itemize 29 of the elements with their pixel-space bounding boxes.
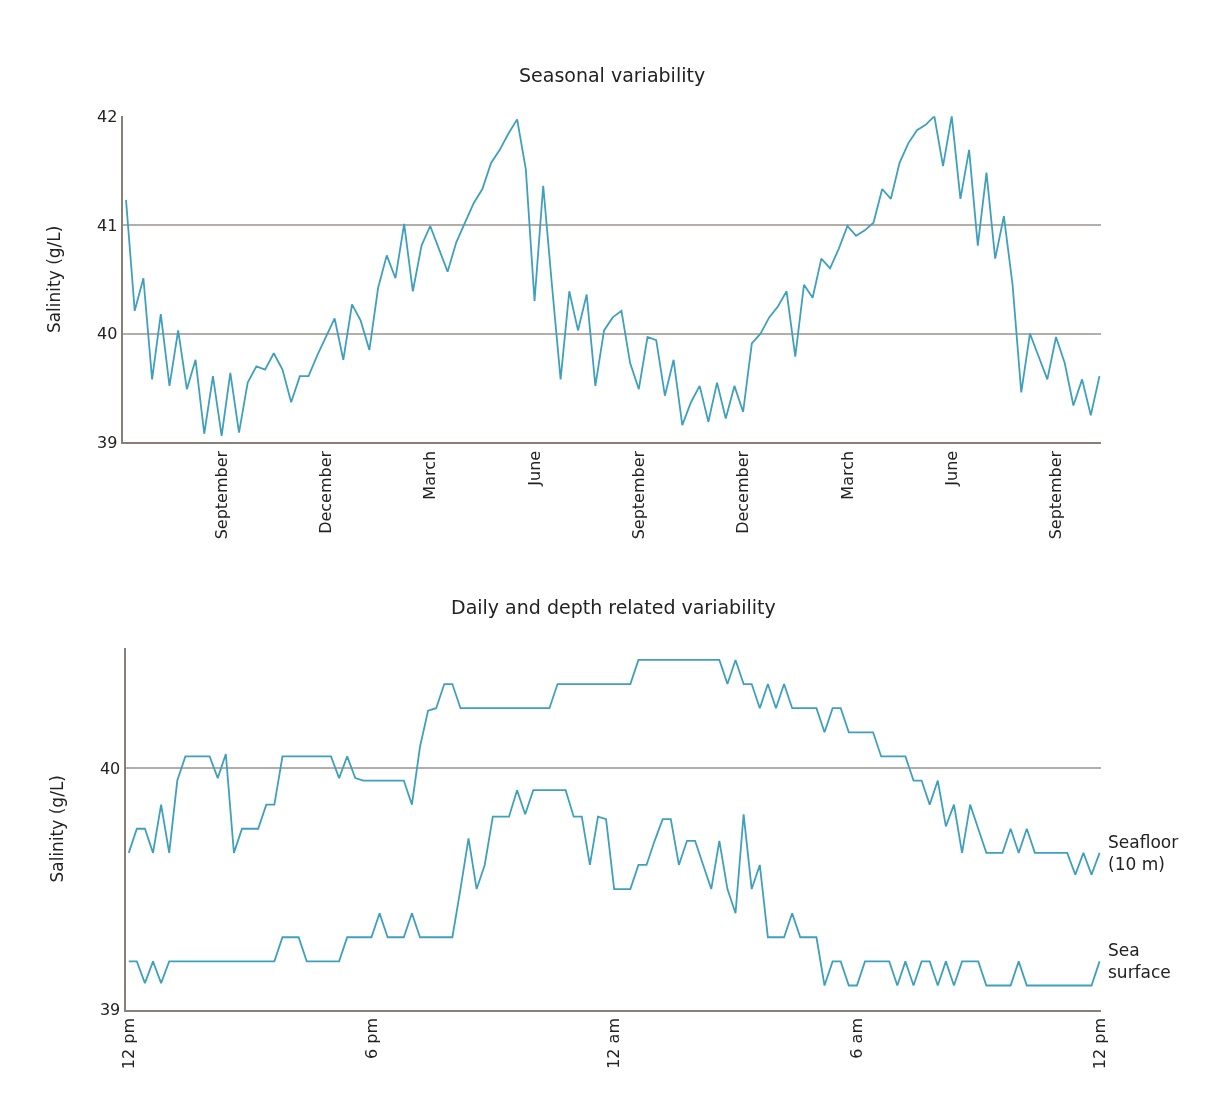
x-tick-label: June	[941, 450, 961, 487]
line-series	[125, 116, 1101, 437]
x-tick-label: September	[1046, 450, 1066, 540]
chart-title: Daily and depth related variability	[451, 596, 776, 618]
x-tick-label: 6 am	[847, 1018, 867, 1059]
y-tick-label: 40	[99, 759, 121, 779]
x-tick-label: September	[211, 450, 231, 540]
x-tick-label: 12 pm	[118, 1018, 138, 1070]
y-tick-label: 40	[96, 324, 118, 344]
y-tick-label: 39	[99, 1000, 121, 1020]
line-series	[127, 659, 1101, 876]
y-tick-label: 39	[96, 433, 118, 453]
x-tick-label: December	[316, 450, 336, 534]
y-axis-title: Salinity (g/L)	[44, 225, 65, 334]
x-tick-label: September	[629, 450, 649, 540]
x-tick-label: 12 pm	[1089, 1018, 1109, 1070]
x-tick-label: March	[420, 450, 440, 500]
y-axis-title: Salinity (g/L)	[47, 774, 67, 883]
x-tick-label: December	[733, 450, 753, 534]
line-series	[127, 789, 1101, 987]
x-tick-label: March	[837, 450, 857, 500]
series-label: Seafloor (10 m)	[1108, 832, 1179, 875]
series-label: Sea surface	[1108, 940, 1171, 983]
chart-title: Seasonal variability	[519, 64, 706, 86]
x-tick-label: 6 pm	[361, 1018, 381, 1060]
y-tick-label: 41	[96, 215, 118, 235]
y-tick-label: 42	[96, 106, 118, 126]
x-tick-label: 12 am	[604, 1018, 624, 1069]
x-tick-label: June	[524, 450, 544, 487]
